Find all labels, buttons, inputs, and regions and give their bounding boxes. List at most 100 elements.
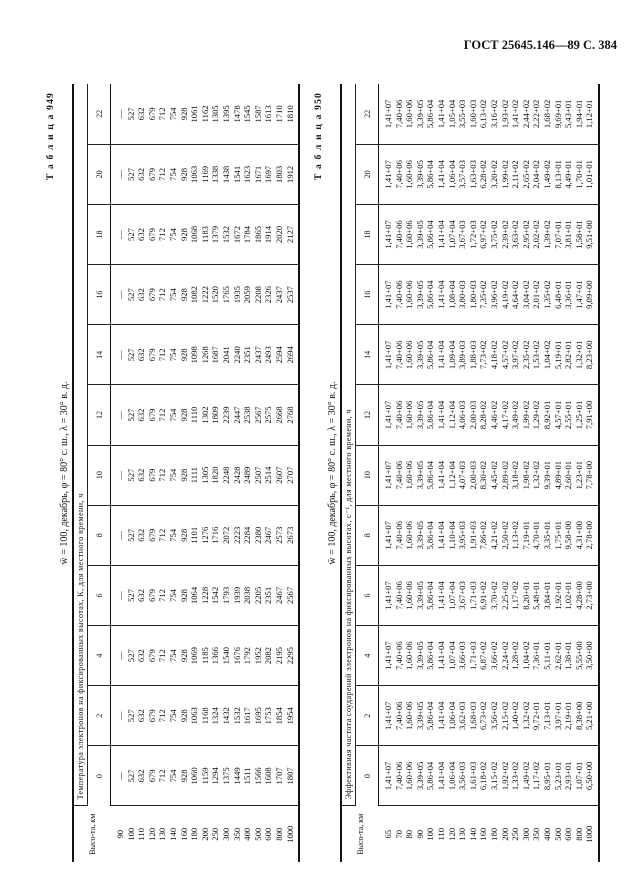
value-cell: 1,06+04 [446,144,458,205]
value-cell: 6,13+02 [478,84,489,145]
value-cell: 2,11+02 [510,144,521,205]
value-cell: 2,19+01 [563,685,574,746]
value-cell: 1082 [189,264,200,325]
value-cell: 1697 [263,144,274,205]
value-cell: 712 [157,445,168,506]
table-950-block: Т а б л и ц а 950 w̄ = 100, декабрь, φ = … [312,84,612,862]
value-cell: 2507 [252,445,264,506]
value-cell: 2038 [242,565,253,626]
value-cell: 1,60+06 [404,324,415,385]
value-cell: 1432 [220,685,232,746]
value-cell: 1222 [199,264,211,325]
value-cell: 7,40+06 [393,685,405,746]
value-cell: 6,73+02 [478,685,489,746]
value-cell: 928 [178,505,190,566]
value-cell: 1695 [252,685,264,746]
value-cell: 2,82+01 [563,324,574,385]
value-cell: 2351 [263,565,274,626]
value-cell: 5,86+04 [425,84,436,145]
table-row: 600 2,93+01 2,19+01 1,38+01 1,02+01 9,58+00 2,… [563,84,574,862]
hour-header: 18 [355,204,379,265]
value-cell: 2,89+02 [499,445,511,506]
value-cell: 1784 [242,204,253,265]
value-cell: 2208 [252,264,264,325]
value-cell: 1,10+04 [446,505,458,566]
value-cell: 1162 [199,84,211,145]
value-cell: 1,60+06 [404,84,415,145]
value-cell: 1,32+01 [573,324,585,385]
value-cell: 3,62+03 [457,685,468,746]
value-cell: 1,93+02 [499,84,511,145]
value-cell: 2,73+00 [584,565,599,626]
value-cell: 1,41+07 [378,625,394,686]
value-cell: 1608 [263,745,274,806]
height-cell: 1000 [584,806,599,862]
value-cell: 1803 [273,144,285,205]
table-row: 70 7,40+06 7,40+06 7,40+06 7,40+06 7,40+06 7,4… [393,84,405,862]
value-cell: 928 [178,84,190,145]
value-cell: 4,21+02 [488,505,500,566]
value-cell: 1478 [231,84,243,145]
value-cell: 1,41+07 [378,324,394,385]
height-cell: 180 [488,827,499,841]
hour-header: 10 [355,445,379,506]
value-cell: 1366 [210,625,221,686]
value-cell: 3,97+02 [510,324,521,385]
value-cell: 1,12+04 [446,445,458,506]
value-cell: 3,66+02 [488,625,500,686]
value-cell: 1,08+04 [446,264,458,325]
value-cell: 754 [167,565,179,626]
value-cell: 1540 [220,625,232,686]
value-cell: 1,41+07 [378,144,394,205]
value-cell: 1,29+02 [531,384,542,446]
value-cell: 2575 [263,384,274,446]
value-cell: 7,91+00 [584,384,599,446]
value-cell: 1,41+04 [435,324,447,385]
value-cell: 1063 [189,685,200,746]
value-cell: 2380 [252,505,264,566]
value-cell: 1854 [273,685,285,746]
value-cell: 1,72+03 [467,204,479,265]
value-cell: 1,41+04 [435,685,447,746]
table-row: 1000 6,50+00 5,21+00 3,50+00 2,73+00 2,78+00 7… [584,84,599,862]
value-cell: 1379 [210,204,221,265]
value-cell: 1,60+06 [404,144,415,205]
value-cell: 928 [178,685,190,746]
value-cell: 1,07+01 [573,745,585,806]
height-cell: 140 [467,827,478,841]
value-cell: 1302 [199,384,211,446]
value-cell: 527 [125,745,137,806]
value-cell: — [110,565,126,626]
value-cell: 3,97+01 [552,685,564,746]
height-cell: 600 [563,827,574,841]
value-cell: 1,13+02 [510,505,521,566]
value-cell: 7,40+06 [393,264,405,325]
value-cell: 1,32+02 [520,685,532,746]
value-cell: 632 [136,505,147,566]
value-cell: 1,06+04 [446,685,458,746]
value-cell: 1,25+01 [573,384,585,446]
value-cell: 2,35+02 [520,324,532,385]
value-cell: — [110,324,126,385]
value-cell: 4,07+03 [457,445,468,506]
value-cell: 1,12+01 [584,84,599,145]
value-cell: 1168 [199,685,211,746]
value-cell: 3,35+01 [541,505,553,566]
value-cell: 2,39+02 [499,204,511,265]
value-cell: 2284 [242,505,253,566]
value-cell: 4,28+00 [573,565,585,626]
value-cell: 754 [167,264,179,325]
value-cell: 2573 [273,505,285,566]
value-cell: 632 [136,384,147,446]
value-cell: 3,39+05 [414,505,426,566]
value-cell: 1,53+02 [531,324,542,385]
table-row: 80 1,60+06 1,60+06 1,60+06 1,60+06 1,60+06 1,6… [404,84,415,862]
value-cell: — [110,625,126,686]
value-cell: 679 [146,625,158,686]
value-cell: 679 [146,204,158,265]
value-cell: 1,07+04 [446,625,458,686]
value-cell: 1820 [210,445,221,506]
height-cell: 800 [573,827,584,841]
value-cell: 2239 [220,384,232,446]
value-cell: 1,60+06 [404,625,415,686]
